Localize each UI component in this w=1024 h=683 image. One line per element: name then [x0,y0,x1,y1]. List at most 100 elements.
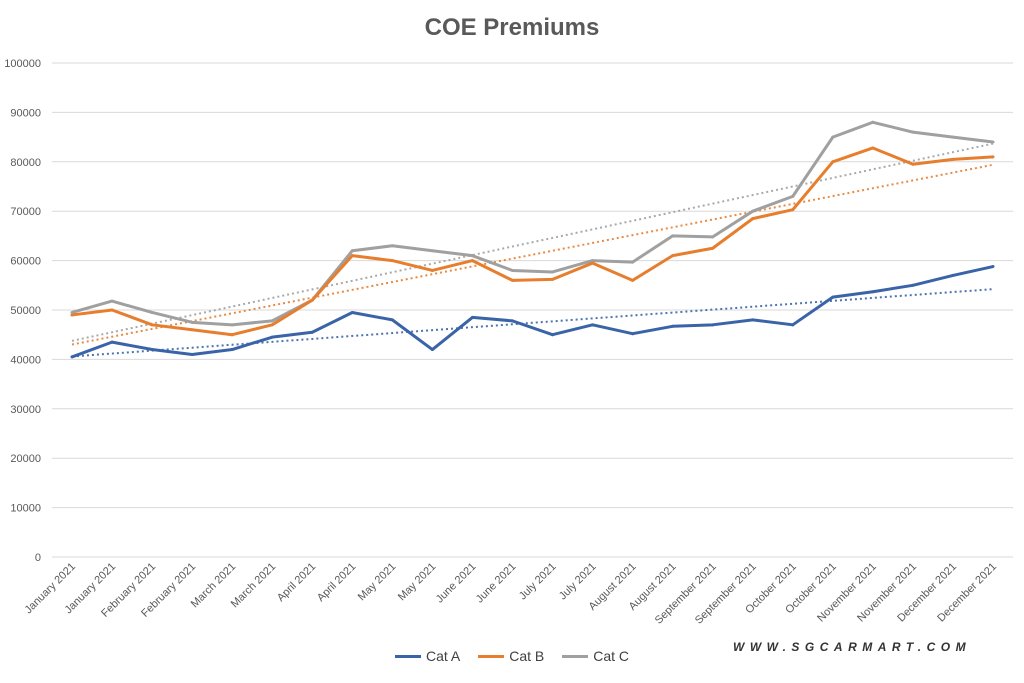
legend-item: Cat B [478,648,544,664]
data-point [951,273,955,277]
data-point [230,323,234,327]
data-point [510,319,514,323]
x-tick-label: May 2021 [396,561,439,604]
data-point [671,254,675,258]
watermark: WWW.SGCARMART.COM [733,640,972,654]
data-point [991,265,995,269]
data-point [110,340,114,344]
legend-label: Cat A [425,648,461,664]
data-point [791,194,795,198]
data-point [350,254,354,258]
data-point [510,278,514,282]
legend-swatch [562,654,589,658]
data-point [831,295,835,299]
y-tick-label: 50000 [10,305,41,317]
y-tick-label: 40000 [10,354,41,366]
data-point [591,261,595,265]
legend: Cat A Cat B Cat C [0,648,1024,664]
data-point [510,268,514,272]
legend-item: Cat A [394,648,461,664]
trendline-cat-c [71,142,994,342]
data-point [390,318,394,322]
data-point [831,135,835,139]
x-tick-label: June 2021 [474,561,519,606]
data-point [270,319,274,323]
trendline-cat-a [71,288,994,358]
series-line-cat-b [71,146,994,337]
data-point [551,270,555,274]
legend-item: Cat C [562,648,629,664]
data-point [831,160,835,164]
data-point [430,268,434,272]
data-point [150,348,154,352]
data-point [390,244,394,248]
data-point [711,235,715,239]
trendline-cat-b [71,163,994,346]
x-tick-label: April 2021 [275,561,319,605]
data-point [711,323,715,327]
data-point [791,208,795,212]
legend-swatch [394,654,421,658]
data-point [70,355,74,359]
data-point [591,323,595,327]
data-point [270,323,274,327]
x-tick-label: June 2021 [434,561,479,606]
data-point [230,348,234,352]
data-point [150,323,154,327]
data-point [631,278,635,282]
x-tick-label: May 2021 [356,561,399,604]
data-point [110,308,114,312]
data-point [911,130,915,134]
data-point [911,283,915,287]
data-point [751,209,755,213]
data-point [390,259,394,263]
data-point [591,259,595,263]
y-tick-label: 20000 [10,453,41,465]
y-tick-label: 0 [35,552,41,564]
data-point [230,333,234,337]
x-tick-label: April 2021 [315,561,359,605]
data-point [310,330,314,334]
data-point [551,333,555,337]
chart-title: COE Premiums [424,14,600,41]
data-point [951,157,955,161]
data-point [871,290,875,294]
data-point [190,320,194,324]
series-line-cat-c [71,120,994,327]
data-point [951,135,955,139]
y-tick-label: 90000 [10,107,41,119]
data-point [110,299,114,303]
data-point [991,140,995,144]
data-point [470,315,474,319]
series-line-cat-a [71,265,994,359]
data-point [430,249,434,253]
data-point [911,162,915,166]
data-point [70,310,74,314]
data-point [430,348,434,352]
data-point [751,318,755,322]
data-point [350,310,354,314]
data-point [310,298,314,302]
data-point [270,335,274,339]
x-tick-label: July 2021 [517,561,559,603]
data-point [671,234,675,238]
data-point [711,246,715,250]
data-point [671,324,675,328]
data-point [470,254,474,258]
data-point [751,217,755,221]
y-tick-label: 80000 [10,157,41,169]
data-point [631,332,635,336]
legend-label: Cat B [509,648,545,664]
data-point [70,313,74,317]
data-point [190,352,194,356]
data-point [991,155,995,159]
y-tick-label: 60000 [10,256,41,268]
y-tick-label: 30000 [10,404,41,416]
y-tick-label: 70000 [10,206,41,218]
data-point [871,146,875,150]
data-point [150,310,154,314]
y-tick-label: 100000 [4,58,41,70]
legend-label: Cat C [593,648,630,664]
data-point [470,259,474,263]
